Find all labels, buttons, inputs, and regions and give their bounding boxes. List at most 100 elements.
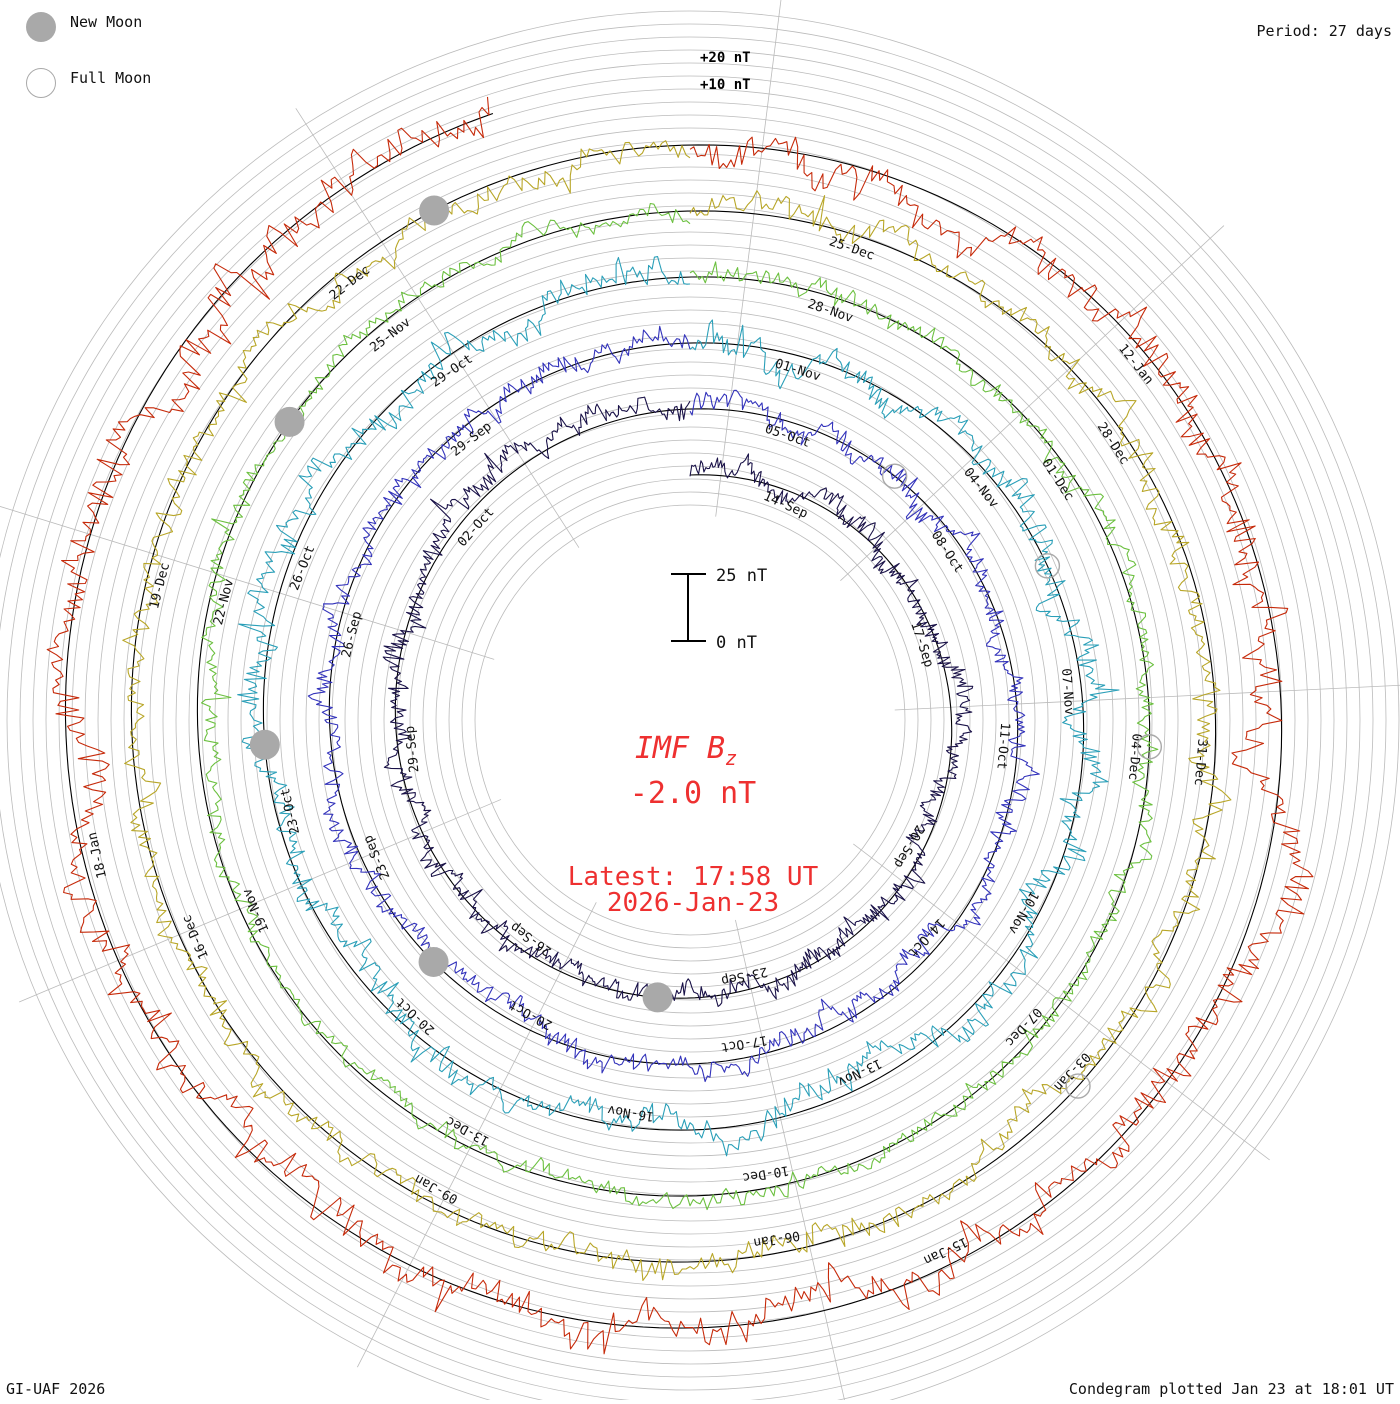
ring-scale-label: +10 nT: [700, 77, 751, 93]
date-label: 20-Oct: [393, 994, 438, 1037]
date-label: 18-Jan: [85, 831, 110, 880]
grid-ring: [0, 10, 1400, 1404]
date-label: 08-Oct: [928, 528, 966, 576]
date-label: 06-Jan: [752, 1227, 801, 1250]
date-label: 22-Dec: [327, 263, 373, 304]
date-label: 20-Oct: [507, 997, 555, 1033]
date-label: 13-Nov: [835, 1055, 884, 1089]
grid-ring: [58, 88, 1322, 1352]
date-label: 16-Dec: [179, 912, 212, 961]
grid-ring: [474, 504, 906, 936]
grid-ring: [422, 452, 958, 988]
new-moon-marker: [249, 729, 280, 760]
date-label: 01-Dec: [1038, 456, 1076, 504]
grid-ring: [396, 426, 984, 1014]
date-label: 16-Nov: [606, 1102, 655, 1124]
grid-ring: [266, 296, 1114, 1144]
grid-ring: [409, 439, 971, 1001]
grid-ring: [110, 140, 1270, 1300]
series-line: [382, 396, 974, 1010]
date-label: 13-Dec: [444, 1113, 492, 1149]
date-label: 31-Dec: [1191, 738, 1210, 786]
date-label: 23-Oct: [278, 787, 303, 836]
plotted-label: Condegram plotted Jan 23 at 18:01 UT: [1068, 1380, 1394, 1398]
date-label: 23-Sep: [361, 833, 394, 882]
grid-ring: [370, 400, 1010, 1040]
grid-ring: [188, 218, 1192, 1222]
full-moon-icon: [26, 68, 56, 98]
grid-ring: [305, 335, 1075, 1105]
scale-bar: 25 nT 0 nT: [671, 566, 767, 653]
date-label: 04-Dec: [1125, 733, 1144, 781]
ring-scale-label: +20 nT: [700, 50, 751, 66]
grid-ring: [32, 62, 1348, 1378]
grid-ring: [344, 374, 1036, 1066]
new-moon-marker: [419, 195, 450, 226]
quantity-subscript: z: [725, 746, 737, 770]
full-moon-marker: [1034, 553, 1061, 579]
radial-spoke: [0, 505, 495, 660]
date-label: 02-Oct: [455, 505, 498, 550]
series-line: [122, 140, 1232, 1281]
full-moon-marker: [1065, 1073, 1091, 1099]
grid-ring: [84, 114, 1296, 1326]
radial-spoke: [735, 919, 846, 1404]
full-moon-label: Full Moon: [70, 69, 152, 87]
date-label: 19-Dec: [147, 561, 173, 610]
grid-ring: [227, 257, 1153, 1183]
date-label: 11-Oct: [993, 722, 1012, 770]
current-value: -2.0 nT: [630, 776, 756, 811]
grid-ring: [162, 192, 1218, 1248]
credit-label: GI-UAF 2026: [6, 1380, 106, 1398]
date-label: 26-Sep: [339, 610, 365, 659]
new-moon-label: New Moon: [70, 13, 143, 31]
latest-date: 2026-Jan-23: [607, 888, 779, 918]
legend-full-moon: Full Moon: [26, 68, 151, 98]
radial-spoke: [894, 684, 1400, 711]
grid-ring: [45, 75, 1335, 1365]
full-moon-marker: [881, 463, 908, 489]
new-moon-marker: [274, 406, 305, 437]
date-label: 25-Nov: [367, 315, 413, 356]
full-moon-marker: [1136, 734, 1163, 760]
grid-ring: [0, 23, 1387, 1404]
radial-spoke: [840, 225, 1225, 582]
radial-spoke: [357, 902, 597, 1368]
grid-ring: [71, 101, 1309, 1339]
grid-ring: [149, 179, 1231, 1261]
grid-ring: [123, 153, 1257, 1287]
latest-time: Latest: 17:58 UT: [568, 862, 819, 892]
date-label: 28-Nov: [806, 297, 855, 326]
period-label: Period: 27 days: [1256, 22, 1392, 40]
date-label: 05-Oct: [763, 422, 812, 451]
grid-ring: [19, 49, 1361, 1391]
grid-ring: [253, 283, 1127, 1157]
moon-markers: [249, 195, 1163, 1099]
series-line: [46, 96, 1314, 1355]
grid-ring: [201, 231, 1179, 1209]
radial-spoke: [19, 799, 502, 1003]
grid-ring: [383, 413, 997, 1027]
radial-spoke: [295, 108, 580, 548]
new-moon-marker: [418, 946, 449, 977]
date-label: 03-Jan: [1050, 1049, 1093, 1094]
date-label: 04-Nov: [960, 465, 1001, 511]
grid-ring: [357, 387, 1023, 1053]
grid-ring: [214, 244, 1166, 1196]
series-line: [307, 325, 1040, 1083]
series-traces: [46, 96, 1314, 1355]
date-label: 29-Oct: [429, 352, 476, 391]
grid-ring: [97, 127, 1283, 1313]
series-line: [237, 256, 1120, 1157]
date-label: 19-Nov: [240, 886, 273, 935]
date-label: 07-Nov: [1058, 668, 1076, 716]
grid-rings: [0, 10, 1400, 1404]
date-label: 23-Sep: [720, 963, 769, 987]
new-moon-icon: [26, 12, 56, 42]
radial-spoke: [715, 0, 782, 517]
date-label: 15-Jan: [921, 1234, 970, 1268]
grid-ring: [461, 491, 919, 949]
series-line: [200, 202, 1159, 1211]
